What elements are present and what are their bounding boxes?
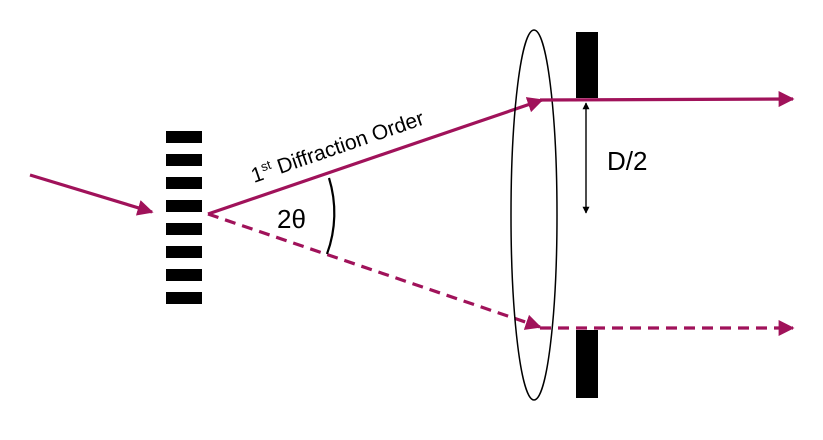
angle-arc <box>325 177 336 255</box>
first-order-beam <box>207 97 544 216</box>
grating-bar <box>166 269 202 281</box>
grating-bar <box>166 200 202 212</box>
grating-bar <box>166 177 202 189</box>
zero-order-beam <box>207 212 542 330</box>
aperture-stop-bottom <box>576 330 598 398</box>
first-order-label-text: Diffraction Order <box>269 107 427 181</box>
lens <box>510 29 558 401</box>
grating-bar <box>166 292 202 304</box>
first-order-label: 1st Diffraction Order <box>247 105 427 188</box>
angle-label: 2θ <box>277 204 306 234</box>
grating-bar <box>166 154 202 166</box>
aperture-label: D/2 <box>607 146 647 176</box>
aperture-stop-top <box>576 32 598 98</box>
first-order-output-beam <box>539 91 795 108</box>
incident-beam <box>29 173 154 216</box>
grating-bar <box>166 246 202 258</box>
diffraction-grating <box>166 131 202 304</box>
grating-bar <box>166 131 202 143</box>
grating-bar <box>166 223 202 235</box>
